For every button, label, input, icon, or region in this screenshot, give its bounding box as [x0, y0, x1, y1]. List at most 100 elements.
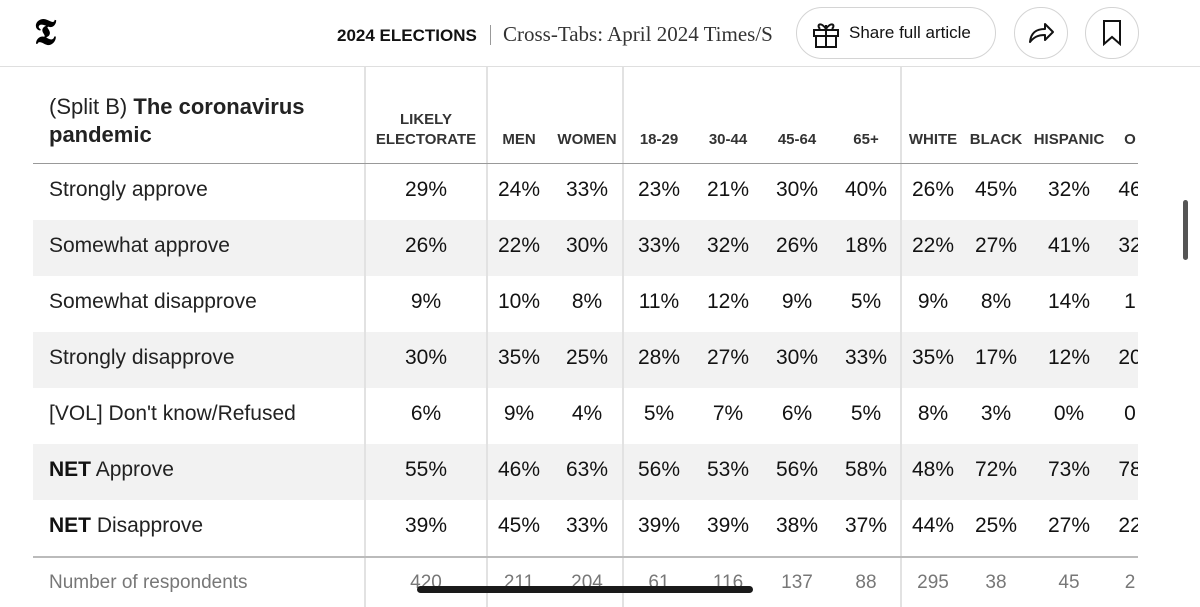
cell-value: 46: [1118, 178, 1138, 201]
footer-rule: [33, 556, 1138, 558]
cell-value: 9%: [410, 290, 442, 313]
cell-value: 5%: [643, 402, 675, 425]
cell-value: 30%: [775, 178, 819, 201]
respondent-count: 38: [985, 572, 1007, 593]
cell-value: 32%: [1047, 178, 1091, 201]
cell-value: 55%: [404, 458, 448, 481]
column-header: 45-64: [777, 131, 817, 148]
cell-value: 33%: [565, 514, 609, 537]
cell-value: 6%: [410, 402, 442, 425]
cell-value: 48%: [911, 458, 955, 481]
cell-value: 30%: [775, 346, 819, 369]
row-label-text: Somewhat approve: [49, 234, 230, 257]
cell-value: 21%: [706, 178, 750, 201]
cell-value: 73%: [1047, 458, 1091, 481]
cell-value: 8%: [571, 290, 603, 313]
vertical-scrollbar[interactable]: [1183, 200, 1188, 260]
cell-value: 23%: [637, 178, 681, 201]
cell-value: 40%: [844, 178, 888, 201]
cell-value: 0%: [1053, 402, 1085, 425]
column-divider: [622, 67, 624, 607]
cell-value: 12%: [706, 290, 750, 313]
row-stripe: [33, 332, 1138, 388]
share-icon: [1029, 23, 1054, 43]
cell-value: 8%: [980, 290, 1012, 313]
gift-icon: [813, 23, 839, 48]
table-title: (Split B) The coronavirus pandemic: [49, 93, 349, 149]
cell-value: 5%: [850, 290, 882, 313]
cell-value: 35%: [911, 346, 955, 369]
cell-value: 8%: [917, 402, 949, 425]
column-header: LIKELY ELECTORATE: [375, 111, 477, 148]
cell-value: 58%: [844, 458, 888, 481]
cell-value: 30%: [404, 346, 448, 369]
column-header: 18-29: [639, 131, 679, 148]
cell-value: 24%: [497, 178, 541, 201]
row-label: Somewhat disapprove: [49, 290, 257, 314]
column-header: 30-44: [708, 131, 748, 148]
cell-value: 0: [1124, 402, 1136, 425]
column-header: HISPANIC: [1033, 131, 1105, 148]
row-label: [VOL] Don't know/Refused: [49, 402, 296, 426]
title-prefix: (Split B): [49, 94, 128, 119]
svg-text:𝕿: 𝕿: [34, 14, 57, 52]
cell-value: 78: [1118, 458, 1138, 481]
cell-value: 4%: [571, 402, 603, 425]
cell-value: 7%: [712, 402, 744, 425]
row-label-text: Disapprove: [96, 514, 204, 537]
row-label: Strongly disapprove: [49, 346, 235, 370]
share-label: Share full article: [849, 23, 971, 42]
cell-value: 53%: [706, 458, 750, 481]
cell-value: 39%: [706, 514, 750, 537]
cell-value: 3%: [980, 402, 1012, 425]
row-stripe: [33, 220, 1138, 276]
section-label[interactable]: 2024 ELECTIONS: [337, 26, 477, 45]
cell-value: 20: [1118, 346, 1138, 369]
cell-value: 45%: [974, 178, 1018, 201]
column-divider: [486, 67, 488, 607]
column-header: MEN: [502, 131, 536, 148]
cell-value: 26%: [911, 178, 955, 201]
bookmark-button[interactable]: [1085, 7, 1139, 59]
cell-value: 11%: [638, 290, 680, 313]
column-header: O: [1124, 131, 1136, 148]
row-stripe: [33, 444, 1138, 500]
row-label-text: Somewhat disapprove: [49, 290, 257, 313]
cell-value: 30%: [565, 234, 609, 257]
cell-value: 5%: [850, 402, 882, 425]
row-label: NET Approve: [49, 458, 174, 482]
cell-value: 29%: [404, 178, 448, 201]
respondent-count: 45: [1058, 572, 1080, 593]
cell-value: 27%: [706, 346, 750, 369]
cell-value: 27%: [1047, 514, 1091, 537]
cell-value: 56%: [637, 458, 681, 481]
cell-value: 25%: [974, 514, 1018, 537]
cell-value: 26%: [404, 234, 448, 257]
horizontal-scrollbar[interactable]: [417, 586, 753, 593]
cell-value: 9%: [781, 290, 813, 313]
share-button[interactable]: Share full article: [796, 7, 996, 59]
cell-value: 33%: [637, 234, 681, 257]
cell-value: 22%: [911, 234, 955, 257]
logo[interactable]: 𝕿: [28, 14, 62, 52]
cell-value: 1: [1124, 290, 1136, 313]
headline: Cross-Tabs: April 2024 Times/S: [503, 22, 773, 46]
respondent-count: 2: [1124, 572, 1136, 593]
column-header: WOMEN: [557, 131, 617, 148]
cell-value: 17%: [974, 346, 1018, 369]
cell-value: 37%: [844, 514, 888, 537]
cell-value: 18%: [844, 234, 888, 257]
column-header: BLACK: [969, 131, 1023, 148]
share-icon-button[interactable]: [1014, 7, 1068, 59]
cell-value: 26%: [775, 234, 819, 257]
respondent-count: 88: [855, 572, 877, 593]
cell-value: 14%: [1047, 290, 1091, 313]
cell-value: 33%: [844, 346, 888, 369]
cell-value: 32: [1118, 234, 1138, 257]
cell-value: 39%: [404, 514, 448, 537]
cell-value: 44%: [911, 514, 955, 537]
column-header: WHITE: [908, 131, 958, 148]
column-divider: [364, 67, 366, 607]
cross-tab-table: (Split B) The coronavirus pandemic LIKELY…: [33, 67, 1138, 607]
cell-value: 33%: [565, 178, 609, 201]
